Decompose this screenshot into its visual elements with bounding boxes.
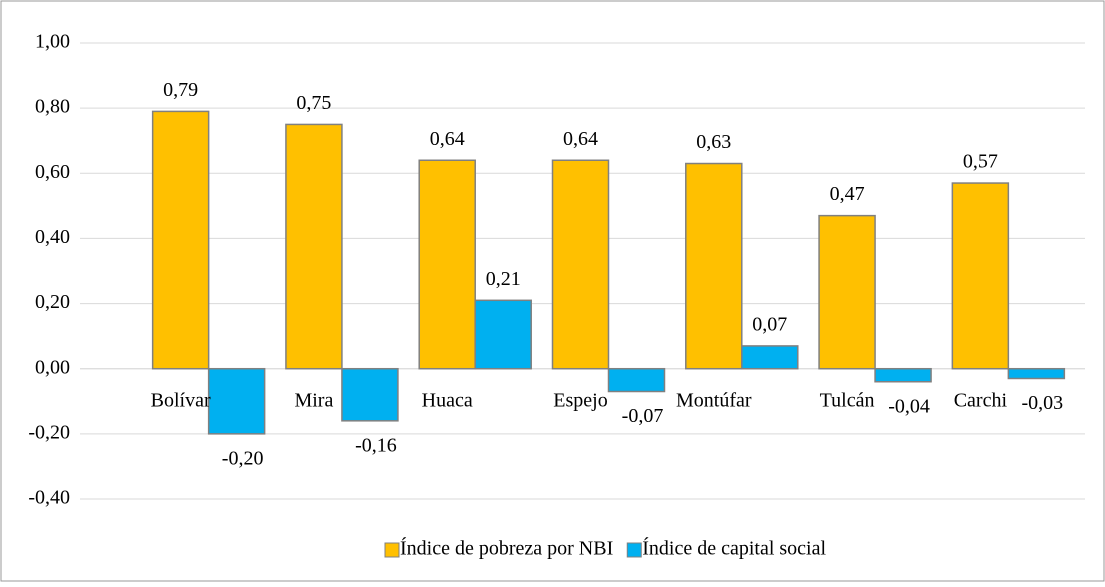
data-label: 0,57 [963,151,998,173]
data-label: 0,47 [830,183,865,205]
data-label: -0,04 [888,395,930,417]
data-label: 0,64 [563,128,598,150]
bar [207,367,266,435]
bar [285,123,343,370]
bar [151,110,210,370]
x-tick-label: Tulcán [820,389,875,411]
bar [951,182,1010,370]
y-tick-label: -0,40 [28,487,70,509]
bar [741,345,799,370]
bar [551,159,610,370]
data-label: -0,07 [622,405,664,427]
data-label: 0,64 [430,128,465,150]
y-tick-label: 0,00 [35,356,70,378]
legend-label: Índice de pobreza por NBI [400,537,613,560]
data-label: -0,16 [355,434,397,456]
bar [607,367,666,393]
legend-swatch [384,542,400,558]
data-label: 0,07 [752,314,787,336]
y-tick-label: 0,40 [35,226,70,248]
bar [1007,367,1066,380]
y-tick-label: 0,20 [35,291,70,313]
x-tick-label: Carchi [954,389,1008,411]
bar [418,159,476,370]
legend-label: Índice de capital social [642,537,826,560]
x-tick-label: Espejo [553,389,607,411]
bar [818,214,876,370]
bar [474,299,532,370]
bar [341,367,399,422]
y-tick-label: 1,00 [35,31,70,53]
data-label: 0,63 [696,131,731,153]
x-tick-label: Montúfar [676,389,752,411]
y-tick-label: 0,80 [35,96,70,118]
bar [685,162,743,370]
data-label: 0,21 [486,268,521,290]
bar [874,367,932,383]
x-tick-label: Mira [294,389,333,411]
legend-swatch [626,542,642,558]
x-tick-label: Huaca [422,389,473,411]
y-tick-label: 0,60 [35,161,70,183]
y-tick-label: -0,20 [28,421,70,443]
data-label: 0,75 [296,92,331,114]
data-label: -0,03 [1022,392,1064,414]
x-tick-label: Bolívar [151,389,211,411]
data-label: 0,79 [163,79,198,101]
data-label: -0,20 [222,447,264,469]
